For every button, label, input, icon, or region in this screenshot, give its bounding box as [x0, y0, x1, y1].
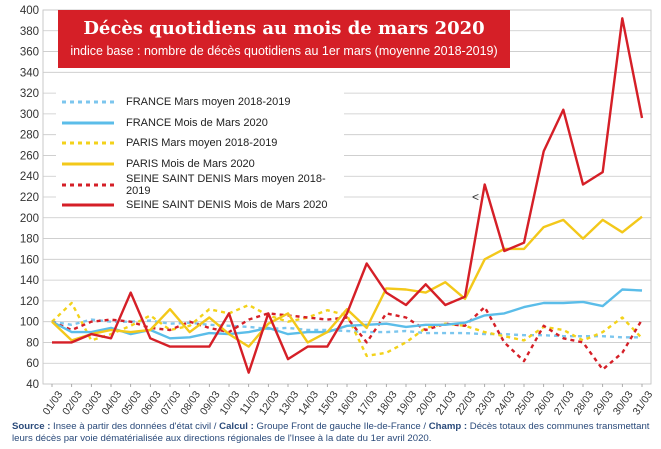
x-tick-label: 02/03 — [60, 389, 85, 418]
champ-text: Décès totaux des communes transmettant l… — [12, 421, 650, 444]
champ-label: Champ : — [428, 421, 468, 432]
legend-item: FRANCE Mars moyen 2018-2019 — [56, 92, 344, 113]
x-tick-label: 17/03 — [355, 389, 380, 418]
x-axis: 01/0302/0303/0304/0305/0306/0307/0308/03… — [40, 384, 655, 417]
legend-swatch — [62, 100, 114, 104]
x-tick-label: 10/03 — [217, 389, 242, 418]
legend-item: SEINE SAINT DENIS Mois de Mars 2020 — [56, 195, 344, 216]
legend-swatch — [62, 162, 114, 166]
y-tick-label: 300 — [20, 109, 39, 121]
x-tick-label: 30/03 — [611, 389, 636, 418]
x-tick-label: 27/03 — [552, 389, 577, 418]
legend-item: PARIS Mois de Mars 2020 — [56, 154, 344, 175]
y-tick-label: 100 — [20, 317, 39, 329]
title-box: Décès quotidiens au mois de mars 2020 in… — [58, 10, 510, 68]
x-tick-label: 21/03 — [434, 389, 459, 418]
legend-swatch — [62, 183, 114, 187]
x-tick-label: 14/03 — [296, 389, 321, 418]
y-tick-label: 240 — [20, 171, 39, 183]
x-tick-label: 29/03 — [591, 389, 616, 418]
chart-title: Décès quotidiens au mois de mars 2020 — [83, 18, 485, 39]
legend-label: FRANCE Mois de Mars 2020 — [126, 116, 268, 129]
x-tick-label: 06/03 — [139, 389, 164, 418]
calcul-label: Calcul : — [219, 421, 254, 432]
y-tick-label: 320 — [20, 88, 39, 100]
x-tick-label: 03/03 — [80, 389, 105, 418]
legend-swatch — [62, 141, 114, 145]
y-axis: 40 60 80 100 120 140 160 180 200 220 240 260 280 300 3… — [20, 5, 39, 391]
x-tick-label: 12/03 — [257, 389, 282, 418]
series-line — [52, 17, 644, 374]
annotations: < — [472, 190, 479, 204]
legend-swatch — [62, 121, 114, 125]
calcul-text: Groupe Front de gauche Ile-de-France / — [253, 421, 429, 432]
y-tick-label: 160 — [20, 254, 39, 266]
annotation-mark: < — [472, 190, 479, 204]
x-tick-label: 01/03 — [40, 389, 65, 418]
y-tick-label: 200 — [20, 213, 39, 225]
series-line — [51, 215, 643, 348]
y-tick-label: 60 — [26, 358, 39, 370]
x-tick-label: 18/03 — [375, 389, 400, 418]
y-tick-label: 400 — [20, 5, 39, 17]
x-tick-label: 26/03 — [532, 389, 557, 418]
y-tick-label: 360 — [20, 47, 39, 59]
x-tick-label: 04/03 — [99, 389, 124, 418]
legend-item: SEINE SAINT DENIS Mars moyen 2018-2019 — [56, 172, 344, 197]
legend-label: SEINE SAINT DENIS Mars moyen 2018-2019 — [126, 172, 326, 197]
x-tick-label: 23/03 — [473, 389, 498, 418]
x-tick-label: 20/03 — [414, 389, 439, 418]
y-tick-label: 380 — [20, 26, 39, 38]
legend-label: FRANCE Mars moyen 2018-2019 — [126, 96, 291, 109]
x-tick-label: 16/03 — [335, 389, 360, 418]
legend-label: PARIS Mars moyen 2018-2019 — [126, 137, 278, 150]
x-tick-label: 15/03 — [316, 389, 341, 418]
y-tick-label: 340 — [20, 67, 39, 79]
x-tick-label: 08/03 — [178, 389, 203, 418]
x-tick-label: 13/03 — [276, 389, 301, 418]
x-tick-label: 31/03 — [630, 389, 655, 418]
legend-label: PARIS Mois de Mars 2020 — [126, 158, 255, 171]
series-lines — [51, 17, 644, 374]
x-tick-label: 28/03 — [571, 389, 596, 418]
x-tick-label: 24/03 — [493, 389, 518, 418]
y-tick-label: 140 — [20, 275, 39, 287]
legend: FRANCE Mars moyen 2018-2019 FRANCE Mois d… — [56, 92, 344, 216]
source-label: Source : — [12, 421, 51, 432]
y-tick-label: 260 — [20, 150, 39, 162]
y-tick-label: 80 — [26, 337, 39, 349]
legend-label: SEINE SAINT DENIS Mois de Mars 2020 — [126, 199, 328, 212]
x-tick-label: 25/03 — [512, 389, 537, 418]
y-tick-label: 180 — [20, 234, 39, 246]
legend-swatch — [62, 203, 114, 207]
x-tick-label: 22/03 — [453, 389, 478, 418]
y-tick-label: 40 — [26, 379, 39, 391]
legend-item: PARIS Mars moyen 2018-2019 — [56, 133, 344, 154]
x-tick-label: 05/03 — [119, 389, 144, 418]
x-tick-label: 09/03 — [198, 389, 223, 418]
y-tick-label: 280 — [20, 130, 39, 142]
legend-item: FRANCE Mois de Mars 2020 — [56, 113, 344, 134]
chart-subtitle: indice base : nombre de décès quotidiens… — [70, 44, 498, 58]
x-tick-label: 19/03 — [394, 389, 419, 418]
footer-note: Source : Insee à partir des données d'ét… — [12, 421, 657, 445]
source-text: Insee à partir des données d'état civil … — [50, 421, 220, 432]
series-line — [51, 305, 644, 371]
series-line — [51, 318, 642, 339]
y-tick-label: 120 — [20, 296, 39, 308]
x-tick-label: 07/03 — [158, 389, 183, 418]
y-tick-label: 220 — [20, 192, 39, 204]
